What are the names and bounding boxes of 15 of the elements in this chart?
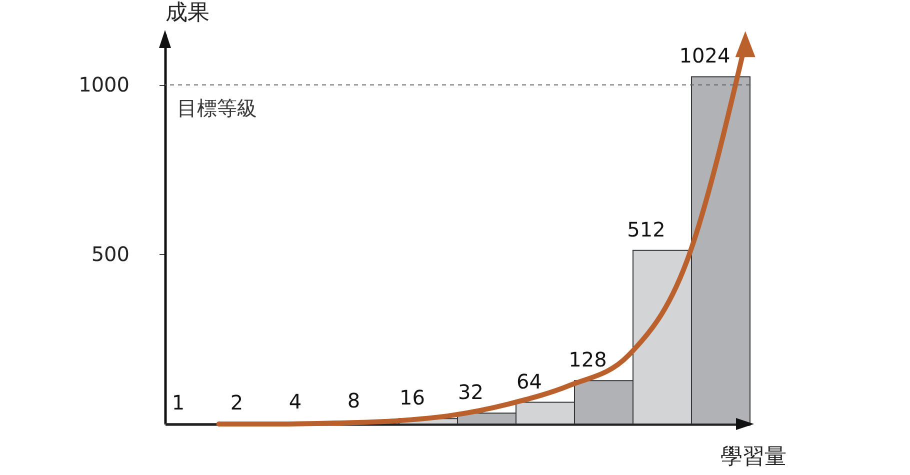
data-label: 1	[172, 390, 185, 415]
data-label: 512	[627, 217, 666, 242]
y-tick-label: 1000	[78, 72, 130, 96]
data-label: 128	[568, 348, 607, 372]
y-axis-title: 成果	[166, 0, 210, 26]
data-label: 8	[347, 388, 360, 412]
data-label: 16	[400, 386, 425, 410]
x-axis-title: 學習量	[720, 444, 786, 470]
data-label: 2	[230, 390, 244, 414]
data-label: 32	[458, 380, 484, 404]
y-tick-label: 500	[91, 242, 130, 266]
data-label: 4	[288, 390, 302, 414]
data-label: 64	[516, 369, 542, 394]
data-label: 1024	[679, 44, 730, 68]
ref-line-label: 目標等級	[177, 96, 257, 120]
